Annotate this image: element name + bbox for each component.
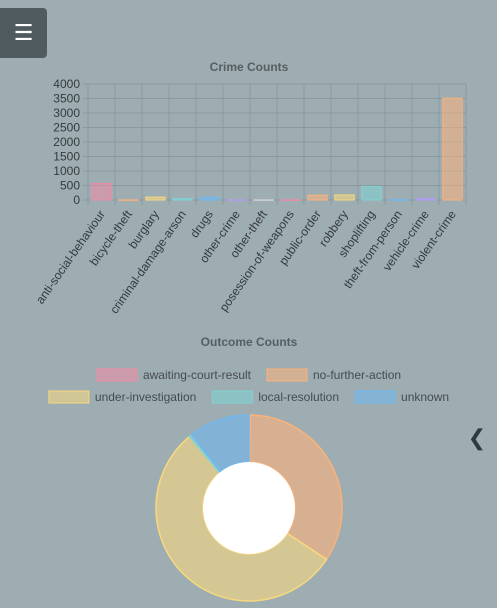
crime-counts-chart: Crime Counts anti-social-behaviourbicycl… [33, 60, 467, 316]
outcome-legend: awaiting-court-result no-further-actionun… [48, 368, 449, 404]
outcome-chart-title: Outcome Counts [201, 335, 298, 349]
y-tick-label: 0 [73, 193, 80, 207]
legend-item-unknown[interactable]: unknown [354, 390, 449, 404]
bar-criminal-damage-arson[interactable] [172, 198, 193, 201]
bar-public-order[interactable] [307, 194, 328, 201]
bar-anti-social-behaviour[interactable] [91, 182, 112, 201]
y-tick-label: 500 [60, 179, 80, 193]
bar-violent-crime[interactable] [442, 97, 463, 201]
legend-swatch [211, 390, 253, 404]
bar-bicycle-theft[interactable] [118, 199, 139, 201]
y-tick-label: 3500 [53, 92, 80, 106]
legend-swatch [48, 390, 90, 404]
legend-item-awaiting-court-result[interactable]: awaiting-court-result [96, 368, 252, 382]
bar-robbery[interactable] [334, 194, 355, 201]
y-tick-label: 2000 [53, 135, 80, 149]
menu-button[interactable]: ☰ [0, 8, 47, 58]
legend-label: no-further-action [313, 368, 401, 382]
legend-item-no-further-action[interactable]: no-further-action [266, 368, 401, 382]
bar-other-crime[interactable] [226, 199, 247, 201]
legend-swatch [96, 368, 138, 382]
bar-vehicle-crime[interactable] [415, 197, 436, 201]
legend-label: local-resolution [258, 390, 339, 404]
y-tick-label: 3000 [53, 106, 80, 120]
bar-theft-from-person[interactable] [388, 199, 409, 201]
bar-shoplifting[interactable] [361, 186, 382, 201]
crime-chart-x-axis: anti-social-behaviourbicycle-theftburgla… [33, 207, 459, 316]
crime-chart-title: Crime Counts [210, 60, 289, 74]
doughnut-hole [203, 462, 295, 554]
legend-item-local-resolution[interactable]: local-resolution [211, 390, 339, 404]
y-tick-label: 1000 [53, 164, 80, 178]
y-tick-label: 2500 [53, 121, 80, 135]
bar-posession-of-weapons[interactable] [280, 199, 301, 201]
legend-label: unknown [401, 390, 449, 404]
legend-item-under-investigation[interactable]: under-investigation [48, 390, 196, 404]
legend-swatch [354, 390, 396, 404]
collapse-panel-button[interactable]: ❮ [467, 425, 487, 450]
legend-label: under-investigation [95, 390, 196, 404]
bar-drugs[interactable] [199, 196, 220, 201]
legend-label: awaiting-court-result [143, 368, 252, 382]
y-tick-label: 1500 [53, 150, 80, 164]
outcome-doughnut [155, 414, 343, 602]
outcome-counts-chart: Outcome Counts awaiting-court-result no-f… [48, 335, 449, 602]
crime-chart-bars [91, 97, 463, 201]
bar-other-theft[interactable] [253, 199, 274, 201]
crime-chart-grid [83, 83, 467, 205]
legend-swatch [266, 368, 308, 382]
bar-burglary[interactable] [145, 196, 166, 201]
y-tick-label: 4000 [53, 77, 80, 91]
